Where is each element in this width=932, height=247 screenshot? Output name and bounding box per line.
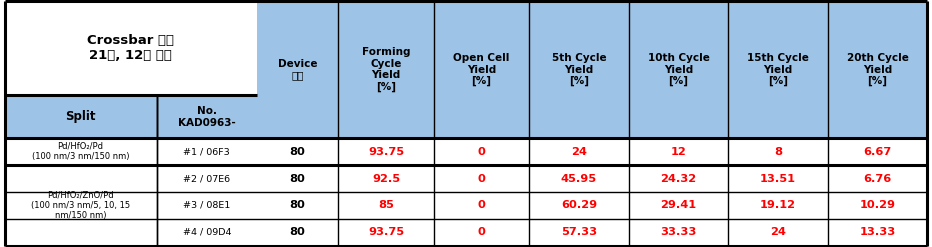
Bar <box>828 138 927 165</box>
Text: 0: 0 <box>477 147 486 157</box>
Text: 8: 8 <box>774 147 782 157</box>
Text: 45.95: 45.95 <box>561 174 597 184</box>
Bar <box>828 192 927 219</box>
Bar <box>257 95 338 138</box>
Text: Crossbar 구조
21년, 12월 진행: Crossbar 구조 21년, 12월 진행 <box>88 34 174 62</box>
Bar <box>338 192 433 219</box>
Bar <box>433 165 529 192</box>
Text: 80: 80 <box>290 227 306 237</box>
Bar <box>5 95 157 138</box>
Bar <box>157 219 257 246</box>
Text: Pd/HfO₂/Pd
(100 nm/3 nm/150 nm): Pd/HfO₂/Pd (100 nm/3 nm/150 nm) <box>32 142 130 161</box>
Bar <box>338 219 433 246</box>
Bar <box>338 95 433 138</box>
Text: Open Cell
Yield
[%]: Open Cell Yield [%] <box>453 53 510 86</box>
Text: 6.76: 6.76 <box>863 174 892 184</box>
Bar <box>5 219 157 246</box>
Bar <box>433 219 529 246</box>
Text: 0: 0 <box>477 227 486 237</box>
Bar <box>5 165 157 192</box>
Bar <box>338 138 433 165</box>
Text: 29.41: 29.41 <box>661 200 696 210</box>
Bar <box>728 165 828 192</box>
Bar <box>728 1 828 95</box>
Bar <box>433 138 529 165</box>
Bar <box>828 219 927 246</box>
Bar <box>629 1 728 95</box>
Bar <box>5 1 257 95</box>
Bar <box>828 165 927 192</box>
Bar <box>529 138 629 165</box>
Text: 20th Cycle
Yield
[%]: 20th Cycle Yield [%] <box>846 53 909 86</box>
Bar <box>728 219 828 246</box>
Text: 24: 24 <box>770 227 786 237</box>
Bar <box>338 165 433 192</box>
Bar <box>5 192 157 219</box>
Bar <box>629 138 728 165</box>
Bar <box>157 95 257 138</box>
Bar <box>629 95 728 138</box>
Bar <box>433 95 529 138</box>
Text: 24.32: 24.32 <box>661 174 696 184</box>
Bar <box>257 1 338 95</box>
Bar <box>433 1 529 95</box>
Text: 10.29: 10.29 <box>859 200 896 210</box>
Text: 5th Cycle
Yield
[%]: 5th Cycle Yield [%] <box>552 53 606 86</box>
Text: 80: 80 <box>290 200 306 210</box>
Text: 6.67: 6.67 <box>863 147 892 157</box>
Bar <box>828 1 927 95</box>
Text: 80: 80 <box>290 174 306 184</box>
Text: 12: 12 <box>671 147 686 157</box>
Bar <box>728 95 828 138</box>
Bar <box>728 192 828 219</box>
Text: 10th Cycle
Yield
[%]: 10th Cycle Yield [%] <box>648 53 709 86</box>
Bar <box>433 192 529 219</box>
Bar <box>529 165 629 192</box>
Text: No.
KAD0963-: No. KAD0963- <box>178 106 236 127</box>
Text: 24: 24 <box>571 147 587 157</box>
Text: #4 / 09D4: #4 / 09D4 <box>183 228 231 237</box>
Text: 15th Cycle
Yield
[%]: 15th Cycle Yield [%] <box>747 53 809 86</box>
Text: #1 / 06F3: #1 / 06F3 <box>184 147 230 156</box>
Bar <box>529 95 629 138</box>
Text: 93.75: 93.75 <box>368 147 404 157</box>
Text: 85: 85 <box>378 200 394 210</box>
Text: Device
개수: Device 개수 <box>278 59 318 81</box>
Bar <box>257 165 338 192</box>
Bar <box>157 165 257 192</box>
Bar <box>629 219 728 246</box>
Text: #3 / 08E1: #3 / 08E1 <box>184 201 230 210</box>
Text: Forming
Cycle
Yield
[%]: Forming Cycle Yield [%] <box>362 47 410 92</box>
Text: #2 / 07E6: #2 / 07E6 <box>184 174 230 183</box>
Bar <box>257 219 338 246</box>
Text: 19.12: 19.12 <box>760 200 796 210</box>
Bar <box>257 138 338 165</box>
Text: 33.33: 33.33 <box>660 227 696 237</box>
Text: Split: Split <box>65 110 96 123</box>
Text: 57.33: 57.33 <box>561 227 597 237</box>
Bar <box>157 192 257 219</box>
Bar <box>529 1 629 95</box>
Bar <box>257 192 338 219</box>
Text: 92.5: 92.5 <box>372 174 400 184</box>
Text: 0: 0 <box>477 200 486 210</box>
Bar <box>529 219 629 246</box>
Text: 93.75: 93.75 <box>368 227 404 237</box>
Bar <box>5 138 157 165</box>
Bar <box>157 138 257 165</box>
Bar <box>629 192 728 219</box>
Text: 0: 0 <box>477 174 486 184</box>
Bar <box>338 1 433 95</box>
Bar <box>828 95 927 138</box>
Bar <box>529 192 629 219</box>
Text: 13.33: 13.33 <box>859 227 896 237</box>
Text: 80: 80 <box>290 147 306 157</box>
Text: 60.29: 60.29 <box>561 200 597 210</box>
Bar <box>728 138 828 165</box>
Bar <box>629 165 728 192</box>
Text: Pd/HfO₂/ZnO/Pd
(100 nm/3 nm/5, 10, 15
nm/150 nm): Pd/HfO₂/ZnO/Pd (100 nm/3 nm/5, 10, 15 nm… <box>31 190 130 220</box>
Text: 13.51: 13.51 <box>760 174 796 184</box>
